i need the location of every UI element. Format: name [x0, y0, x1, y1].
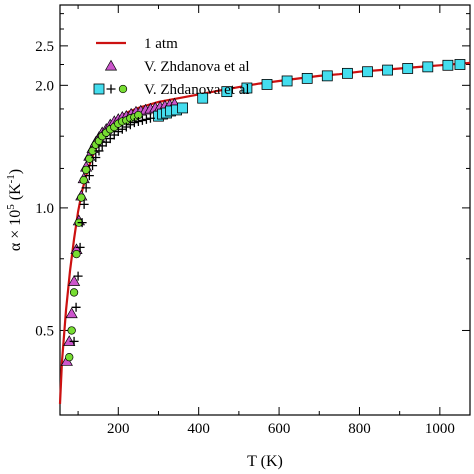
legend-entry: V. Zhdanova et al: [93, 82, 250, 98]
plus-point: [79, 199, 89, 209]
plus-point: [77, 218, 87, 228]
circle-point: [77, 193, 86, 202]
square-point: [261, 79, 273, 90]
plus-point: [129, 118, 139, 128]
square-point: [342, 67, 353, 79]
x-tick-label: 400: [187, 421, 210, 437]
axes: 200 400 600 800 1000 0.5 1.0 2.0 2.5: [35, 4, 471, 437]
plus-point: [69, 336, 79, 346]
y-axis-label-exponent: 5: [5, 204, 17, 210]
plus-point: [84, 171, 94, 181]
square-point: [281, 75, 293, 87]
square-point: [402, 63, 414, 74]
legend-entry: V. Zhdanova et al: [104, 59, 250, 75]
series-circle: [65, 110, 143, 362]
plot-frame: [59, 4, 471, 416]
legend: 1 atm V. Zhdanova et al V. Zhdanova et al: [93, 36, 250, 98]
square-point: [442, 59, 454, 71]
plus-point: [97, 141, 107, 151]
series-triangle: [60, 97, 181, 366]
square-point: [362, 66, 373, 78]
y-axis-label: α × 105 (K-1): [5, 169, 24, 251]
plus-point: [141, 114, 151, 124]
circle-point: [118, 84, 128, 94]
plus-point: [137, 115, 147, 125]
plus-point: [91, 152, 101, 162]
plus-point: [121, 122, 131, 132]
series-square: [153, 59, 466, 122]
square-point: [321, 70, 333, 82]
triangle-point: [63, 335, 76, 346]
y-tick-label: 2.0: [35, 78, 54, 94]
square-point: [422, 61, 434, 73]
square-point: [221, 86, 233, 98]
circle-point: [67, 326, 76, 335]
plus-point: [125, 120, 135, 130]
data-layer: [58, 59, 471, 404]
circle-point: [85, 154, 94, 163]
plus-point: [71, 302, 81, 312]
plus-point: [113, 127, 123, 137]
plus-point: [106, 84, 116, 94]
triangle-point: [67, 275, 81, 286]
square-point: [197, 92, 209, 104]
circle-point: [81, 165, 91, 175]
circle-point: [69, 288, 79, 297]
plus-point: [73, 271, 83, 281]
plus-point: [75, 242, 85, 252]
x-tick-label: 600: [268, 421, 291, 437]
y-axis-label-unit-exponent: -1: [5, 174, 17, 183]
x-tick-label: 200: [107, 421, 130, 437]
circle-point: [72, 249, 81, 259]
plus-point: [133, 117, 143, 127]
y-axis-label-unit: (K: [7, 183, 24, 204]
y-tick-label: 2.5: [35, 39, 54, 55]
plus-point: [145, 113, 155, 123]
legend-entry: 1 atm: [96, 36, 178, 52]
y-axis-label-main: α × 10: [7, 210, 24, 251]
square-point: [241, 82, 253, 94]
x-tick-label: 1000: [425, 421, 455, 437]
square-point: [177, 102, 188, 114]
series-plus: [69, 113, 155, 346]
circle-point: [65, 352, 74, 362]
circle-point: [79, 175, 88, 185]
y-axis-label-close: ): [7, 169, 24, 174]
legend-label: 1 atm: [144, 36, 178, 52]
plus-point: [94, 146, 104, 156]
triangle-point: [104, 59, 118, 71]
square-point: [301, 72, 313, 84]
y-tick-label: 1.0: [35, 201, 54, 217]
legend-label: V. Zhdanova et al: [144, 82, 250, 98]
axis-labels: T (K) α × 105 (K-1): [5, 169, 283, 470]
square-point: [382, 64, 393, 76]
square-point: [93, 83, 105, 95]
square-point: [454, 59, 466, 70]
legend-label: V. Zhdanova et al: [144, 59, 250, 75]
x-axis-label: T (K): [247, 453, 283, 470]
plus-point: [117, 124, 127, 134]
y-tick-label: 0.5: [35, 323, 54, 339]
plus-point: [88, 161, 98, 171]
x-tick-label: 800: [348, 421, 371, 437]
triangle-point: [65, 307, 78, 319]
plus-point: [81, 183, 91, 193]
